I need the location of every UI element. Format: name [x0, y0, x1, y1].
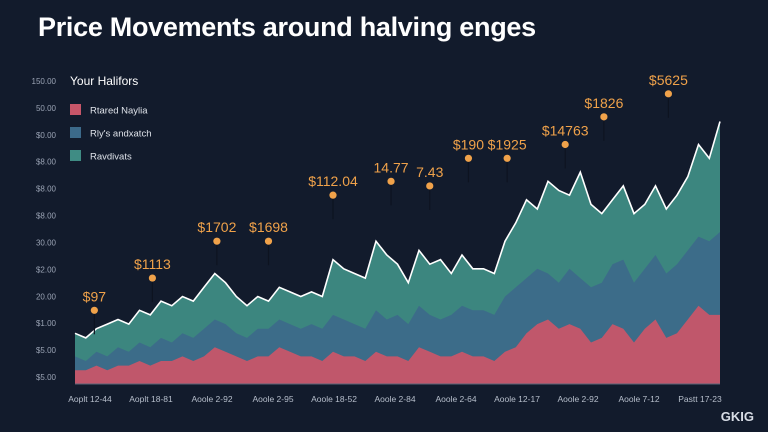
price-annotation: $1698 — [249, 219, 288, 266]
y-tick-label: $1.00 — [36, 319, 57, 328]
y-tick-label: $8.00 — [36, 158, 57, 167]
annotation-marker — [426, 182, 434, 190]
annotation-marker — [264, 237, 273, 245]
brand-logo: GKIG — [720, 409, 754, 424]
annotation-marker — [148, 274, 156, 282]
x-tick-label: Aoole 12-17 — [494, 394, 540, 404]
legend-item: Ravdivats — [70, 150, 132, 163]
y-tick-label: $5.00 — [36, 373, 57, 382]
annotation-label: 14.77 — [374, 159, 409, 175]
series-top-line — [74, 121, 721, 339]
annotation-label: $1113 — [134, 256, 171, 272]
price-annotation: $112.04 — [308, 173, 358, 220]
annotation-label: $1698 — [249, 219, 288, 235]
x-tick-label: Aoole 2-92 — [191, 394, 232, 404]
x-tick-label: Aoplt 12-44 — [68, 394, 112, 404]
legend-label: Rly's andxatch — [90, 129, 151, 140]
annotation-marker — [664, 90, 673, 98]
annotation-marker — [464, 154, 473, 162]
x-tick-label: Aoole 2-64 — [435, 394, 476, 404]
legend-item: Rtared Naylia — [70, 104, 148, 117]
legend-label: Ravdivats — [90, 152, 132, 163]
annotation-label: $97 — [83, 288, 107, 304]
legend-label: Rtared Naylia — [90, 106, 148, 117]
y-tick-label: 150.00 — [32, 77, 57, 86]
price-annotation: 14.77 — [374, 159, 409, 206]
price-annotation: $14763 — [542, 122, 589, 169]
price-annotation: $5625 — [649, 72, 688, 118]
price-annotation: $1925 — [488, 136, 527, 183]
annotation-label: 7.43 — [416, 164, 443, 180]
x-tick-label: Aoole 2-95 — [252, 394, 293, 404]
annotation-marker — [213, 237, 221, 245]
price-annotation: 7.43 — [416, 164, 444, 210]
annotation-label: $190 — [453, 136, 484, 152]
legend-swatch — [70, 150, 81, 161]
y-tick-label: 20.00 — [36, 292, 57, 301]
annotation-marker — [329, 191, 337, 199]
x-tick-label: Aoole 2-84 — [374, 394, 415, 404]
chart-title: Price Movements around halving enges — [38, 12, 536, 42]
y-tick-label: $8.00 — [36, 212, 57, 221]
legend-item: Rly's andxatch — [70, 127, 151, 140]
annotation-label: $5625 — [649, 72, 688, 88]
annotation-marker — [600, 113, 608, 121]
x-tick-label: Aoole 2-92 — [557, 394, 598, 404]
annotation-label: $1702 — [197, 219, 236, 235]
x-tick-label: Aoole 7-12 — [618, 394, 659, 404]
y-tick-label: $0.00 — [36, 131, 57, 140]
annotation-label: $1925 — [488, 136, 527, 152]
y-tick-label: $2.00 — [36, 265, 57, 274]
legend-swatch — [70, 127, 81, 138]
price-annotation: $1826 — [584, 95, 624, 141]
x-tick-label: Aoole 18-52 — [311, 394, 357, 404]
x-tick-label: Aoplt 18-81 — [129, 394, 173, 404]
price-annotation: $1702 — [197, 219, 237, 266]
annotation-marker — [90, 306, 98, 314]
y-tick-label: $8.00 — [36, 185, 57, 194]
annotation-label: $1826 — [584, 95, 623, 111]
legend: Your Halifors Rtared Naylia Rly's andxatch… — [70, 74, 151, 163]
price-annotation: $190 — [453, 136, 484, 183]
annotation-label: $14763 — [542, 122, 589, 138]
annotation-marker — [561, 140, 569, 149]
area-series — [75, 305, 720, 384]
annotation-marker — [503, 154, 511, 162]
x-tick-label: Pastt 17-23 — [678, 394, 722, 404]
y-tick-label: 50.00 — [36, 104, 57, 113]
y-tick-label: 30.00 — [36, 238, 57, 247]
legend-title: Your Halifors — [70, 74, 138, 88]
price-annotation: $97 — [83, 288, 107, 335]
price-annotation: $1113 — [134, 256, 171, 303]
legend-swatch — [70, 104, 81, 115]
annotation-label: $112.04 — [308, 173, 358, 189]
annotation-marker — [387, 177, 395, 185]
y-tick-label: $5.00 — [36, 346, 57, 355]
